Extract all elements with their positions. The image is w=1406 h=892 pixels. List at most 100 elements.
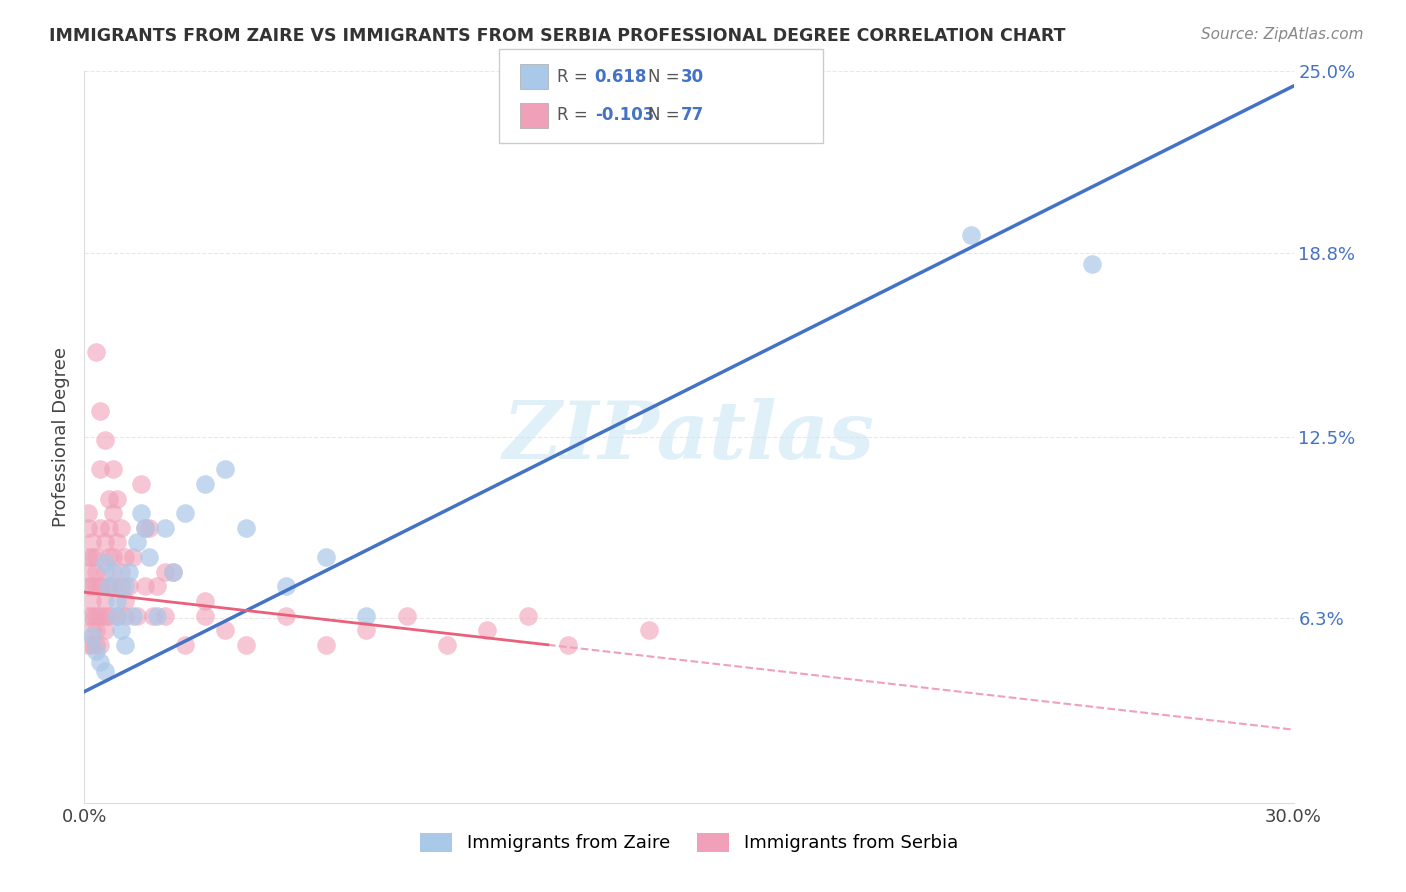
- Point: [114, 608, 136, 623]
- Point: [82, 594, 104, 608]
- Point: [194, 594, 217, 608]
- Point: [93, 594, 115, 608]
- Point: [89, 521, 111, 535]
- Point: [105, 608, 128, 623]
- Point: [86, 579, 108, 593]
- Point: [315, 549, 337, 564]
- Point: [101, 506, 124, 520]
- Text: R =: R =: [557, 68, 593, 86]
- Point: [86, 549, 108, 564]
- Point: [129, 476, 152, 491]
- Point: [86, 608, 108, 623]
- Text: Source: ZipAtlas.com: Source: ZipAtlas.com: [1201, 27, 1364, 42]
- Text: 77: 77: [681, 106, 704, 124]
- Point: [86, 565, 108, 579]
- Point: [86, 623, 108, 637]
- Point: [110, 565, 132, 579]
- Point: [162, 565, 184, 579]
- Point: [174, 638, 197, 652]
- Point: [121, 549, 143, 564]
- Point: [214, 623, 236, 637]
- Point: [235, 638, 257, 652]
- Point: [101, 549, 124, 564]
- Point: [93, 535, 115, 549]
- Point: [214, 462, 236, 476]
- Text: IMMIGRANTS FROM ZAIRE VS IMMIGRANTS FROM SERBIA PROFESSIONAL DEGREE CORRELATION : IMMIGRANTS FROM ZAIRE VS IMMIGRANTS FROM…: [49, 27, 1066, 45]
- Point: [125, 535, 148, 549]
- Point: [89, 579, 111, 593]
- Point: [97, 549, 120, 564]
- Point: [477, 623, 499, 637]
- Point: [77, 506, 100, 520]
- Y-axis label: Professional Degree: Professional Degree: [52, 347, 70, 527]
- Point: [235, 521, 257, 535]
- Point: [77, 521, 100, 535]
- Point: [134, 521, 156, 535]
- Text: ZIPatlas: ZIPatlas: [503, 399, 875, 475]
- Point: [93, 608, 115, 623]
- Text: 30: 30: [681, 68, 703, 86]
- Point: [138, 521, 160, 535]
- Point: [97, 579, 120, 593]
- Point: [77, 565, 100, 579]
- Point: [97, 521, 120, 535]
- Text: 0.618: 0.618: [595, 68, 647, 86]
- Point: [637, 623, 659, 637]
- Point: [129, 506, 152, 520]
- Point: [174, 506, 197, 520]
- Point: [105, 594, 128, 608]
- Point: [82, 535, 104, 549]
- Point: [194, 608, 217, 623]
- Point: [114, 638, 136, 652]
- Point: [1081, 257, 1104, 271]
- Point: [356, 608, 378, 623]
- Point: [93, 664, 115, 678]
- Point: [89, 656, 111, 670]
- Point: [105, 608, 128, 623]
- Point: [356, 623, 378, 637]
- Point: [114, 549, 136, 564]
- Point: [516, 608, 538, 623]
- Text: -0.103: -0.103: [595, 106, 654, 124]
- Point: [101, 462, 124, 476]
- Point: [97, 579, 120, 593]
- Point: [110, 623, 132, 637]
- Point: [153, 521, 176, 535]
- Point: [82, 638, 104, 652]
- Point: [101, 579, 124, 593]
- Point: [114, 579, 136, 593]
- Text: N =: N =: [648, 106, 685, 124]
- Point: [274, 579, 297, 593]
- Point: [118, 565, 141, 579]
- Point: [105, 491, 128, 506]
- Point: [153, 608, 176, 623]
- Point: [77, 608, 100, 623]
- Point: [93, 556, 115, 570]
- Point: [82, 579, 104, 593]
- Point: [89, 462, 111, 476]
- Point: [101, 565, 124, 579]
- Text: N =: N =: [648, 68, 685, 86]
- Point: [82, 608, 104, 623]
- Point: [557, 638, 579, 652]
- Point: [315, 638, 337, 652]
- Point: [110, 579, 132, 593]
- Point: [97, 608, 120, 623]
- Point: [153, 565, 176, 579]
- Point: [138, 549, 160, 564]
- Point: [134, 521, 156, 535]
- Point: [82, 549, 104, 564]
- Point: [82, 629, 104, 643]
- Point: [121, 608, 143, 623]
- Point: [89, 608, 111, 623]
- Point: [86, 643, 108, 657]
- Point: [77, 579, 100, 593]
- Point: [86, 345, 108, 359]
- Point: [82, 623, 104, 637]
- Point: [110, 521, 132, 535]
- Point: [77, 549, 100, 564]
- Legend: Immigrants from Zaire, Immigrants from Serbia: Immigrants from Zaire, Immigrants from S…: [412, 826, 966, 860]
- Point: [89, 638, 111, 652]
- Point: [105, 535, 128, 549]
- Point: [77, 638, 100, 652]
